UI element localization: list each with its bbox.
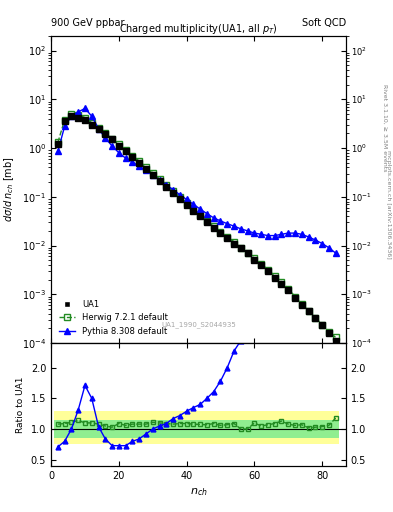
Y-axis label: Ratio to UA1: Ratio to UA1 <box>16 376 25 433</box>
Text: mcplots.cern.ch [arXiv:1306.3436]: mcplots.cern.ch [arXiv:1306.3436] <box>386 151 391 259</box>
Text: 900 GeV ppbar: 900 GeV ppbar <box>51 18 125 28</box>
Text: Soft QCD: Soft QCD <box>301 18 346 28</box>
Text: Rivet 3.1.10, ≥ 3.5M events: Rivet 3.1.10, ≥ 3.5M events <box>382 84 387 172</box>
Y-axis label: $d\sigma/d\,n_{ch}$ [mb]: $d\sigma/d\,n_{ch}$ [mb] <box>3 157 17 222</box>
Text: UA1_1990_S2044935: UA1_1990_S2044935 <box>161 321 236 328</box>
X-axis label: $n_{ch}$: $n_{ch}$ <box>189 486 208 498</box>
Legend: UA1, Herwig 7.2.1 default, Pythia 8.308 default: UA1, Herwig 7.2.1 default, Pythia 8.308 … <box>55 297 171 339</box>
Title: Charged multiplicity(UA1, all $p_T$): Charged multiplicity(UA1, all $p_T$) <box>119 22 278 36</box>
